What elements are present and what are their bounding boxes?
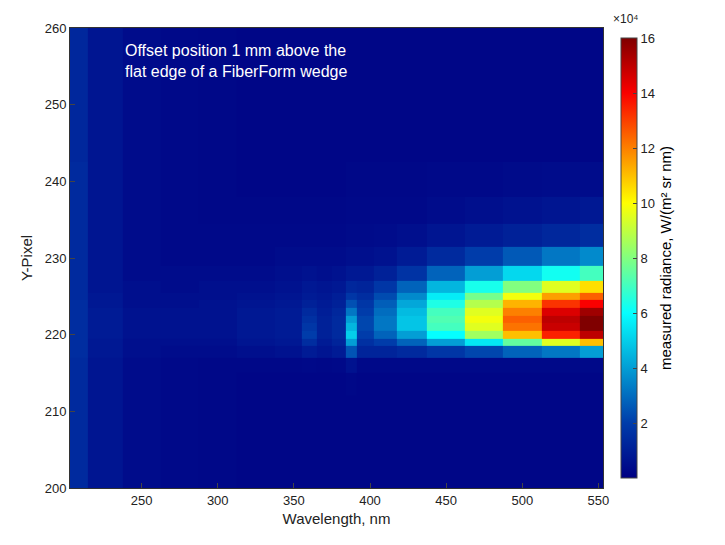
svg-text:12: 12 bbox=[641, 141, 655, 156]
svg-text:8: 8 bbox=[641, 251, 648, 266]
svg-text:10: 10 bbox=[641, 196, 655, 211]
svg-text:16: 16 bbox=[641, 31, 655, 46]
svg-text:300: 300 bbox=[207, 493, 229, 508]
svg-text:Y-Pixel: Y-Pixel bbox=[18, 235, 35, 281]
svg-text:Offset position 1 mm above the: Offset position 1 mm above theflat edge … bbox=[125, 42, 347, 80]
svg-text:Wavelength, nm: Wavelength, nm bbox=[283, 510, 391, 527]
svg-text:250: 250 bbox=[131, 493, 153, 508]
svg-text:6: 6 bbox=[641, 306, 648, 321]
svg-text:4: 4 bbox=[641, 361, 648, 376]
svg-text:260: 260 bbox=[45, 21, 67, 36]
svg-text:240: 240 bbox=[45, 174, 67, 189]
svg-text:200: 200 bbox=[45, 481, 67, 496]
svg-text:350: 350 bbox=[283, 493, 305, 508]
svg-text:250: 250 bbox=[45, 97, 67, 112]
svg-text:14: 14 bbox=[641, 86, 655, 101]
svg-text:2: 2 bbox=[641, 416, 648, 431]
svg-text:measured radiance, W/(m² sr nm: measured radiance, W/(m² sr nm) bbox=[657, 146, 674, 370]
svg-text:500: 500 bbox=[511, 493, 533, 508]
svg-text:400: 400 bbox=[359, 493, 381, 508]
svg-text:450: 450 bbox=[435, 493, 457, 508]
svg-text:230: 230 bbox=[45, 251, 67, 266]
svg-text:210: 210 bbox=[45, 404, 67, 419]
svg-text:550: 550 bbox=[588, 493, 610, 508]
svg-text:×10⁴: ×10⁴ bbox=[613, 12, 639, 26]
svg-text:220: 220 bbox=[45, 327, 67, 342]
